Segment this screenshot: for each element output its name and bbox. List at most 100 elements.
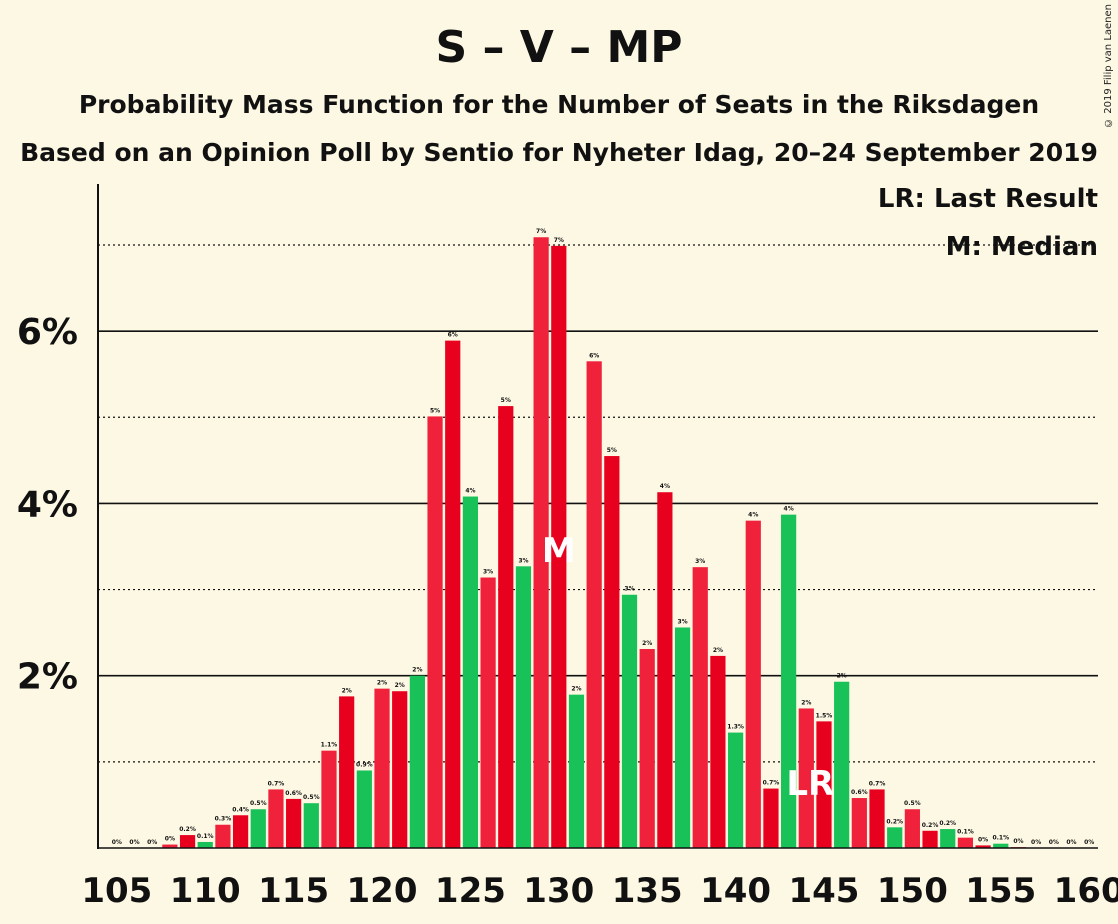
bar-seat-143 [781, 514, 797, 848]
bar-seat-134 [621, 594, 638, 848]
bar-seat-154 [975, 845, 991, 848]
bar-value-label: 3% [518, 557, 528, 564]
bar-value-label: 0% [165, 836, 175, 843]
bar-seat-147 [851, 798, 867, 848]
bar-value-label: 0.5% [303, 794, 320, 801]
bar-seat-121 [392, 691, 408, 848]
bar-value-label: 5% [430, 407, 440, 414]
bar-seat-144 [798, 708, 814, 848]
chart-title: S – V – MP [435, 22, 683, 73]
bar-seat-153 [957, 837, 974, 848]
bar-seat-122 [409, 675, 425, 848]
bar-seat-148 [869, 789, 885, 848]
bar-value-label: 6% [448, 332, 458, 339]
bar-seat-119 [356, 770, 372, 848]
bar-value-label: 0.6% [285, 790, 302, 797]
bar-value-label: 0.6% [851, 789, 868, 796]
bar-seat-110 [197, 841, 213, 848]
bar-value-label: 7% [536, 228, 546, 235]
bar-value-label: 0.1% [197, 833, 214, 840]
bar-value-label: 0.1% [957, 829, 974, 836]
bar-value-label: 0% [112, 839, 122, 846]
bar-value-label: 2% [713, 647, 723, 654]
bar-seat-113 [250, 809, 266, 848]
bar-value-label: 3% [483, 569, 493, 576]
bar-value-label: 1.5% [816, 712, 833, 719]
bar-value-label: 0% [1084, 839, 1094, 846]
bar-value-label: 0% [1066, 839, 1076, 846]
bar-value-label: 2% [801, 699, 811, 706]
x-tick-label: 145 [788, 871, 859, 911]
bar-value-label: 0.9% [356, 761, 373, 768]
x-tick-label: 150 [877, 871, 948, 911]
x-tick-label: 130 [523, 871, 594, 911]
bar-value-label: 3% [695, 558, 705, 565]
bar-seat-125 [462, 496, 479, 848]
x-tick-label: 160 [1054, 871, 1118, 911]
bar-value-label: 1.3% [727, 724, 744, 731]
bar-seat-126 [480, 577, 496, 848]
y-tick-label: 6% [17, 312, 78, 353]
bar-value-label: 2% [642, 640, 652, 647]
bar-value-label: 0.7% [763, 780, 780, 787]
bar-value-label: 0% [1013, 838, 1023, 845]
bar-seat-127 [498, 406, 514, 848]
bar-value-label: 0% [147, 839, 157, 846]
bar-value-label: 2% [571, 686, 581, 693]
x-tick-label: 115 [258, 871, 329, 911]
bar-seat-140 [727, 732, 744, 848]
bar-value-label: 2% [377, 680, 387, 687]
x-tick-label: 120 [347, 871, 418, 911]
bar-value-label: 0.7% [268, 780, 285, 787]
bar-seat-145 [816, 721, 832, 848]
bar-value-label: 4% [748, 512, 758, 519]
bar-seat-123 [427, 416, 443, 848]
bar-value-label: 2% [837, 673, 847, 680]
bar-value-label: 5% [501, 397, 511, 404]
bar-value-label: 0.5% [250, 800, 267, 807]
bar-value-label: 0.3% [215, 816, 232, 823]
bar-seat-132 [586, 361, 602, 848]
bar-seat-151 [922, 830, 938, 848]
bar-value-label: 4% [465, 488, 475, 495]
x-tick-label: 110 [170, 871, 241, 911]
bar-value-label: 1.1% [321, 742, 338, 749]
bar-seat-124 [445, 340, 461, 848]
bar-seat-133 [604, 456, 620, 848]
median-marker: M [542, 531, 576, 571]
bar-value-label: 0% [978, 836, 988, 843]
bar-value-label: 0.5% [904, 800, 921, 807]
x-tick-label: 155 [965, 871, 1036, 911]
x-tick-label: 140 [700, 871, 771, 911]
bar-seat-130 [551, 245, 567, 848]
bar-value-label: 3% [677, 618, 687, 625]
bar-value-label: 0.7% [869, 780, 886, 787]
bar-seat-146 [834, 681, 850, 848]
x-tick-label: 125 [435, 871, 506, 911]
bar-seat-135 [639, 649, 655, 848]
bar-value-label: 4% [784, 506, 794, 513]
bar-seat-116 [303, 803, 319, 848]
bar-seat-129 [533, 237, 549, 849]
bar-value-label: 0.2% [179, 826, 196, 833]
bar-seat-115 [286, 798, 302, 848]
x-tick-label: 135 [612, 871, 683, 911]
bar-value-label: 6% [589, 352, 599, 359]
y-tick-label: 4% [17, 484, 78, 525]
bar-seat-138 [692, 567, 708, 848]
bar-seat-118 [339, 696, 355, 848]
legend-last-result: LR: Last Result [877, 184, 1098, 214]
bar-value-label: 0.2% [939, 820, 956, 827]
bar-value-label: 0% [1049, 839, 1059, 846]
bar-seat-114 [268, 789, 284, 848]
bar-seat-137 [674, 627, 691, 848]
bar-value-label: 0.4% [232, 806, 249, 813]
bar-seat-152 [940, 829, 956, 848]
bar-value-label: 2% [342, 687, 352, 694]
bar-value-label: 0.1% [992, 835, 1009, 842]
bar-seat-112 [232, 815, 249, 848]
bar-value-label: 3% [624, 586, 634, 593]
bar-seat-139 [710, 655, 726, 848]
bar-seat-155 [993, 843, 1009, 848]
